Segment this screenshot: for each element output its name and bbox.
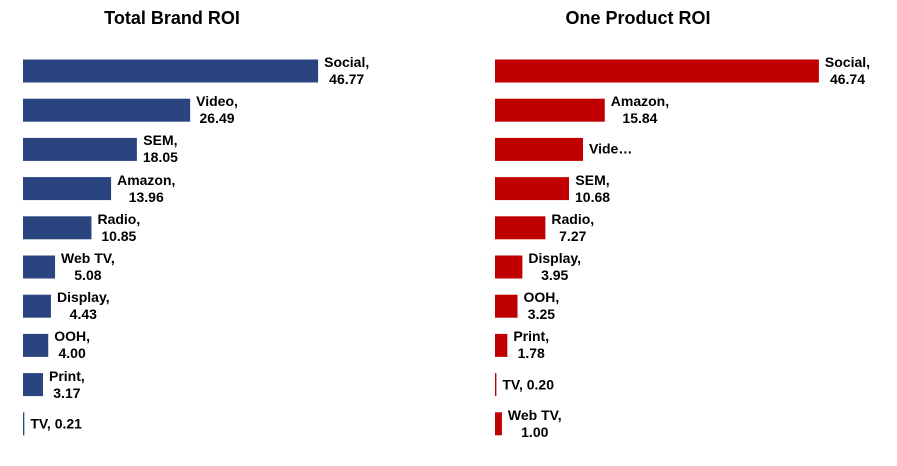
data-label: Vide… <box>589 140 633 157</box>
bar <box>23 98 191 122</box>
data-label: Social, 46.77 <box>324 54 370 87</box>
bar <box>23 412 25 436</box>
data-label: OOH, 4.00 <box>54 328 91 362</box>
data-label: Radio, 10.85 <box>97 210 141 244</box>
data-label: TV, 0.20 <box>502 376 555 393</box>
data-label: Amazon, 13.96 <box>117 171 176 205</box>
bar <box>495 294 518 318</box>
bar <box>495 216 546 240</box>
data-label: Web TV, 1.00 <box>507 406 562 440</box>
data-label: Display, 4.43 <box>56 289 110 323</box>
bar <box>23 216 92 240</box>
data-label: Display, 3.95 <box>528 250 582 283</box>
bar <box>495 177 570 201</box>
data-label: Print, 3.17 <box>49 367 85 401</box>
data-label: OOH, 3.25 <box>523 289 560 323</box>
bar <box>495 137 584 161</box>
bar <box>495 59 819 83</box>
data-label: Print, 1.78 <box>513 328 550 362</box>
bar <box>23 294 51 318</box>
bar <box>495 255 523 279</box>
bar <box>23 137 137 161</box>
data-label: Video, 26.49 <box>196 93 238 127</box>
data-label: Social, 46.74 <box>824 54 871 87</box>
chart-title: One Product ROI <box>565 8 711 28</box>
data-label: SEM, 18.05 <box>142 132 178 166</box>
bar <box>23 177 112 201</box>
data-label: Web TV, 5.08 <box>61 250 115 283</box>
bar <box>495 333 508 357</box>
chart-title: Total Brand ROI <box>104 8 240 28</box>
bar <box>495 412 502 436</box>
bar <box>23 373 44 397</box>
bar <box>23 59 319 83</box>
bar <box>495 373 497 397</box>
data-label: TV, 0.21 <box>30 415 82 432</box>
data-label: SEM, 10.68 <box>575 171 611 205</box>
bar <box>495 98 605 122</box>
data-label: Radio, 7.27 <box>551 210 595 244</box>
bar <box>23 333 49 357</box>
data-label: Amazon, 15.84 <box>610 93 670 127</box>
bar <box>23 255 56 279</box>
